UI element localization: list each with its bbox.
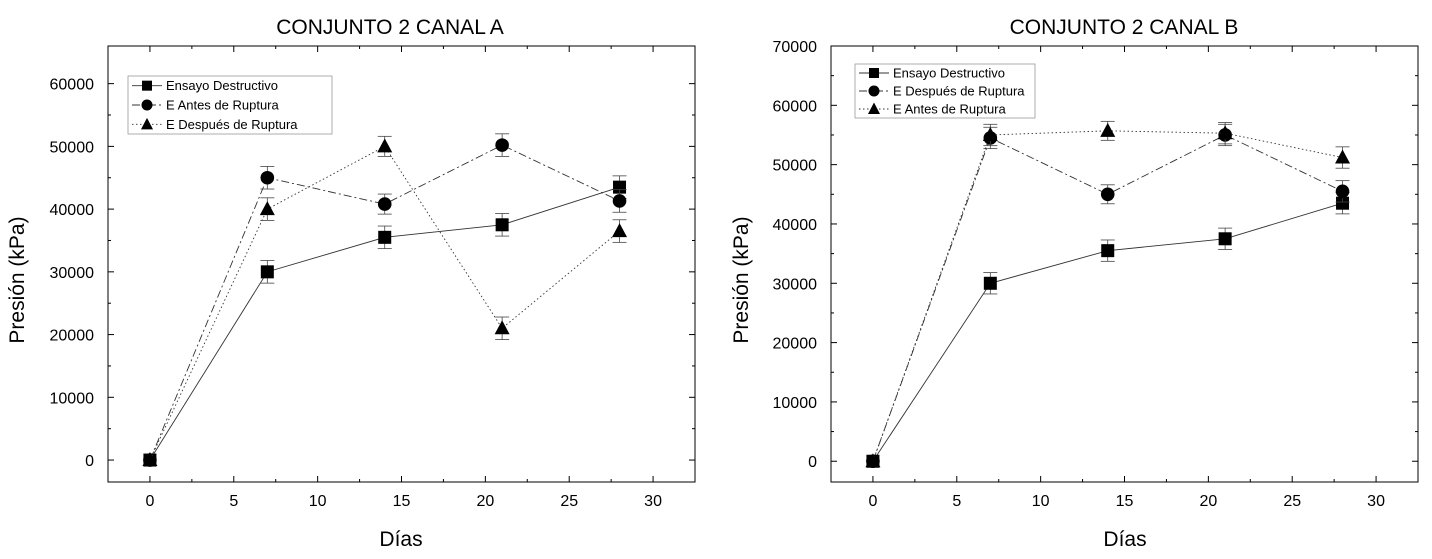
chart-b-data-point-square bbox=[1218, 232, 1232, 246]
chart-a-data-point-circle bbox=[377, 197, 392, 211]
chart-a-legend-marker-triangle bbox=[141, 117, 153, 130]
chart-a-y-tick-label: 50000 bbox=[50, 139, 95, 156]
chart-b-series-triangle bbox=[865, 120, 1351, 468]
chart-a-data-point-square bbox=[260, 265, 274, 279]
chart-b-data-point-square bbox=[1101, 244, 1115, 258]
chart-a-y-tick-label: 40000 bbox=[50, 202, 95, 219]
chart-a-y-tick-label: 20000 bbox=[50, 328, 95, 345]
chart-b-y-tick-label: 10000 bbox=[773, 395, 818, 412]
chart-a-x-tick-label: 30 bbox=[644, 493, 662, 510]
chart-b-x-tick-label: 5 bbox=[952, 493, 961, 510]
chart-a-legend-marker-square bbox=[142, 80, 152, 91]
chart-a-data-point-triangle bbox=[377, 138, 393, 153]
chart-a-data-point-square bbox=[378, 230, 392, 244]
chart-a-y-tick-label: 0 bbox=[85, 453, 94, 470]
chart-b-data-point-square bbox=[1336, 196, 1350, 210]
chart-b-y-tick-label: 0 bbox=[808, 454, 817, 471]
chart-a-y-tick-label: 10000 bbox=[50, 390, 95, 407]
chart-b-title: CONJUNTO 2 CANAL B bbox=[1010, 16, 1239, 39]
chart-a-x-tick-label: 5 bbox=[229, 493, 238, 510]
chart-b-series-line bbox=[872, 130, 1343, 462]
chart-a-data-point-triangle bbox=[142, 452, 158, 467]
chart-a-series-line bbox=[149, 145, 620, 461]
chart-b-x-tick-label: 20 bbox=[1199, 493, 1217, 510]
chart-a-legend-marker-circle bbox=[141, 99, 153, 111]
chart-b-legend-label: E Después de Ruptura bbox=[893, 84, 1025, 99]
chart-b-data-point-circle bbox=[1335, 184, 1350, 199]
chart-b-legend-marker-square bbox=[869, 68, 879, 78]
chart-b-data-point-triangle bbox=[865, 453, 881, 468]
chart-b-x-axis-label: Días bbox=[1103, 528, 1146, 551]
chart-a-data-point-triangle bbox=[612, 223, 628, 238]
chart-b-x-tick-label: 10 bbox=[1032, 493, 1050, 510]
chart-a-title: CONJUNTO 2 CANAL A bbox=[276, 16, 504, 39]
chart-a-legend-label: E Después de Ruptura bbox=[166, 117, 298, 132]
chart-b-y-tick-label: 30000 bbox=[773, 276, 818, 293]
chart-a-x-tick-label: 0 bbox=[145, 493, 154, 510]
chart-b-series-circle bbox=[866, 123, 1350, 469]
chart-a-y-tick-label: 60000 bbox=[50, 77, 95, 94]
chart-b-x-tick-label: 15 bbox=[1116, 493, 1134, 510]
chart-a-series-square bbox=[143, 175, 627, 467]
chart-a-data-point-square bbox=[495, 218, 509, 232]
chart-b-legend-marker-triangle bbox=[868, 102, 880, 114]
chart-a-x-tick-label: 20 bbox=[476, 493, 494, 510]
chart-a-data-point-triangle bbox=[494, 320, 510, 335]
chart-a-legend: Ensayo Destructivo E Antes de Ruptura E De… bbox=[127, 75, 333, 135]
chart-b-y-axis-label: Presión (kPa) bbox=[730, 216, 753, 343]
chart-a-data-point-circle bbox=[612, 194, 627, 208]
chart-b-series-square bbox=[866, 192, 1350, 468]
chart-b-y-tick-label: 60000 bbox=[773, 98, 818, 115]
chart-b-y-tick-label: 70000 bbox=[773, 39, 818, 56]
chart-a-series-line bbox=[149, 144, 620, 461]
chart-a-data-point-circle bbox=[495, 138, 509, 152]
chart-a-series-circle bbox=[143, 133, 627, 467]
chart-a-y-tick-label: 30000 bbox=[50, 265, 95, 282]
chart-b-series-line bbox=[872, 134, 1343, 462]
chart-b-y-tick-label: 20000 bbox=[773, 336, 818, 353]
chart-b-legend-label: E Antes de Ruptura bbox=[893, 102, 1007, 117]
chart-b-data-point-triangle bbox=[1217, 125, 1233, 140]
chart-b-data-point-triangle bbox=[1335, 149, 1351, 164]
chart-a: CONJUNTO 2 CANAL A Días Presión (kPa) 0 5… bbox=[6, 16, 696, 551]
chart-b-x-tick-label: 0 bbox=[868, 493, 877, 510]
chart-b-y-tick-label: 50000 bbox=[773, 158, 818, 175]
chart-a-y-axis-label: Presión (kPa) bbox=[6, 216, 29, 343]
chart-b-legend-label: Ensayo Destructivo bbox=[893, 66, 1005, 81]
chart-b-data-point-triangle bbox=[982, 126, 998, 141]
chart-a-series-triangle bbox=[142, 135, 628, 467]
chart-a-x-axis-label: Días bbox=[379, 528, 422, 551]
chart-a-legend-label: E Antes de Ruptura bbox=[166, 98, 280, 113]
chart-b-data-point-circle bbox=[1100, 187, 1115, 202]
chart-a-x-tick-label: 15 bbox=[393, 493, 411, 510]
chart-a-legend-label: Ensayo Destructivo bbox=[166, 78, 278, 93]
chart-b-data-point-square bbox=[983, 276, 997, 290]
chart-b-x-tick-label: 30 bbox=[1367, 493, 1385, 510]
chart-b-y-tick-label: 40000 bbox=[773, 217, 818, 234]
chart-a-data-point-triangle bbox=[259, 201, 275, 216]
chart-b-legend-marker-circle bbox=[868, 85, 880, 97]
chart-b: CONJUNTO 2 CANAL B Días Presión (kPa) 0 5… bbox=[730, 16, 1419, 551]
chart-a-data-point-square bbox=[613, 180, 627, 194]
chart-b-data-point-triangle bbox=[1100, 122, 1116, 137]
chart-a-x-tick-label: 25 bbox=[560, 493, 578, 510]
chart-b-x-tick-label: 25 bbox=[1283, 493, 1301, 510]
chart-a-x-tick-label: 10 bbox=[309, 493, 327, 510]
chart-a-data-point-circle bbox=[260, 170, 275, 185]
chart-b-legend: Ensayo Destructivo E Después de Ruptura E … bbox=[854, 63, 1036, 119]
